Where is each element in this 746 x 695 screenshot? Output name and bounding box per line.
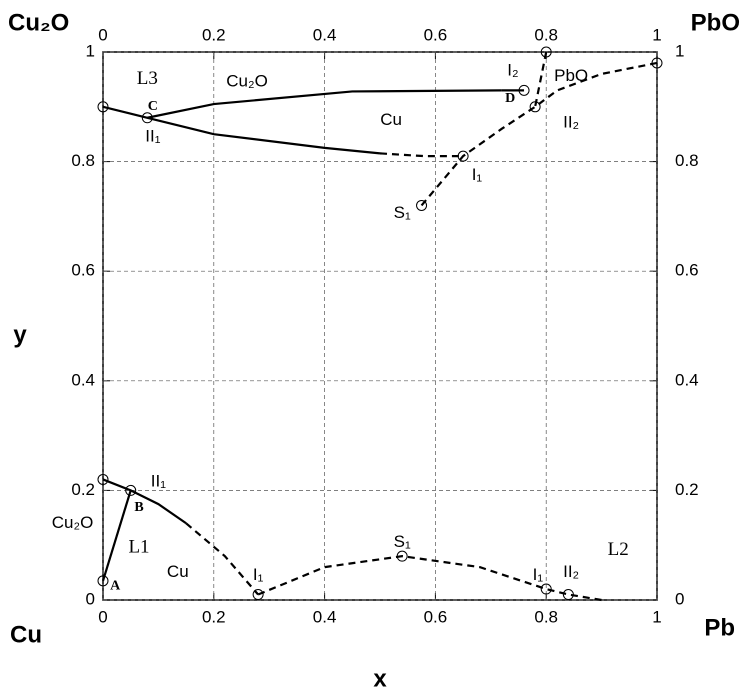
x-axis-label: x xyxy=(373,665,387,692)
y-tick-label-right: 0.4 xyxy=(675,370,699,389)
plot-frame xyxy=(102,51,658,601)
curve xyxy=(420,105,536,207)
annotation: I₁ xyxy=(253,565,264,584)
y-tick-label-right: 1 xyxy=(675,41,684,60)
annotation: L2 xyxy=(608,539,629,560)
x-tick-label-top: 0.2 xyxy=(202,25,226,44)
x-tick-label: 0.4 xyxy=(313,607,337,626)
curve xyxy=(379,152,464,158)
annotation: L3 xyxy=(137,68,158,89)
annotation: II₁ xyxy=(151,472,166,491)
x-tick-label-top: 0 xyxy=(98,25,107,44)
x-tick-label: 0.6 xyxy=(424,607,448,626)
point xyxy=(457,150,469,162)
point xyxy=(562,589,574,601)
annotation: L1 xyxy=(128,536,149,557)
annotation: II₂ xyxy=(563,562,579,581)
point xyxy=(540,46,552,58)
point xyxy=(416,199,428,211)
annotation: II₂ xyxy=(563,113,579,132)
corner-label: PbO xyxy=(691,9,740,36)
point xyxy=(651,57,663,69)
corner-label: Cu₂O xyxy=(8,9,69,36)
x-tick-label-top: 0.6 xyxy=(424,25,448,44)
annotation: Cu₂O xyxy=(52,513,94,532)
point xyxy=(529,101,541,113)
annotation: Cu xyxy=(380,110,402,129)
y-tick-label-right: 0.8 xyxy=(675,151,699,170)
point xyxy=(97,473,109,485)
point xyxy=(252,589,264,601)
corner-label: Pb xyxy=(704,614,735,641)
corner-label: Cu xyxy=(10,621,42,648)
y-tick-label: 1 xyxy=(86,41,95,60)
annotation: Cu₂O xyxy=(226,72,268,91)
x-tick-label-top: 1 xyxy=(652,25,661,44)
annotation: B xyxy=(134,500,143,515)
annotation: I₂ xyxy=(507,61,518,80)
point xyxy=(125,484,137,496)
annotation: A xyxy=(110,579,121,594)
x-tick-label: 1 xyxy=(652,607,661,626)
y-tick-label-right: 0.2 xyxy=(675,480,699,499)
annotation: D xyxy=(505,91,515,106)
x-tick-label: 0 xyxy=(98,607,107,626)
y-tick-label-right: 0 xyxy=(675,589,684,608)
curve xyxy=(102,478,187,525)
curve xyxy=(257,555,602,602)
annotation: I₁ xyxy=(533,565,544,584)
curve xyxy=(185,522,259,596)
curve xyxy=(101,490,132,582)
x-tick-label-top: 0.8 xyxy=(534,25,558,44)
y-tick-label: 0.4 xyxy=(71,370,95,389)
annotation: S₁ xyxy=(394,203,411,222)
curve xyxy=(102,105,381,155)
point xyxy=(540,583,552,595)
curve xyxy=(534,51,548,108)
annotation: I₁ xyxy=(472,165,483,184)
x-tick-label: 0.8 xyxy=(534,607,558,626)
point xyxy=(97,101,109,113)
annotation: Cu xyxy=(167,562,189,581)
point xyxy=(141,112,153,124)
point xyxy=(396,550,408,562)
curve xyxy=(147,89,502,119)
annotation: PbO xyxy=(554,66,588,85)
y-axis-label: y xyxy=(13,321,27,348)
y-tick-label: 0 xyxy=(86,589,95,608)
y-tick-label-right: 0.6 xyxy=(675,261,699,280)
point xyxy=(518,84,530,96)
curve xyxy=(534,61,658,108)
annotation: II₁ xyxy=(145,126,160,145)
y-tick-label: 0.6 xyxy=(71,261,95,280)
y-tick-label: 0.8 xyxy=(71,151,95,170)
x-tick-label: 0.2 xyxy=(202,607,226,626)
x-tick-label-top: 0.4 xyxy=(313,25,337,44)
annotation: C xyxy=(148,99,158,114)
point xyxy=(97,575,109,587)
annotation: S₁ xyxy=(394,532,411,551)
y-tick-label: 0.2 xyxy=(71,480,95,499)
